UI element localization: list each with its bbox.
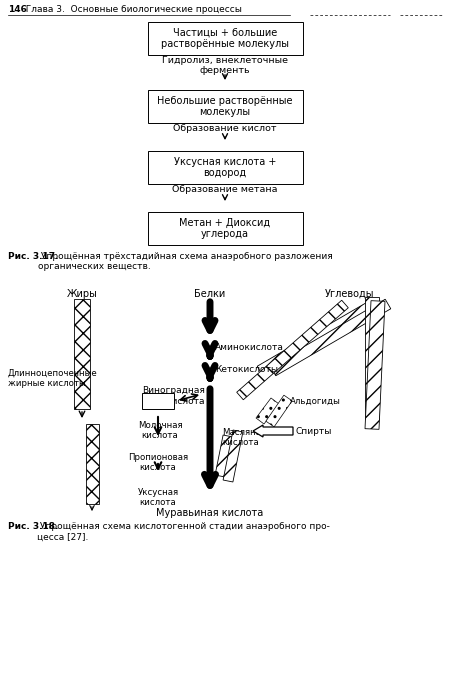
Text: Образование метана: Образование метана	[172, 185, 278, 194]
Bar	[148, 151, 302, 184]
Text: Метан + Диоксид
углерода: Метан + Диоксид углерода	[180, 218, 270, 239]
Bar	[142, 393, 174, 409]
Text: Уксусная
кислота: Уксусная кислота	[137, 488, 179, 507]
Text: Длинноцепочечные
жирные кислоты: Длинноцепочечные жирные кислоты	[8, 369, 98, 389]
Text: Жиры: Жиры	[67, 289, 98, 299]
Bar	[74, 299, 90, 409]
Polygon shape	[270, 299, 391, 376]
Text: Гидролиз, внеклеточные
ферменть: Гидролиз, внеклеточные ферменть	[162, 56, 288, 76]
Text: Глава 3.  Основные биологические процессы: Глава 3. Основные биологические процессы	[20, 5, 242, 14]
Polygon shape	[257, 299, 378, 376]
Polygon shape	[237, 300, 348, 400]
Bar	[148, 22, 302, 55]
Text: Кетокислоты: Кетокислоты	[215, 364, 278, 374]
Text: Рис. 3.17.: Рис. 3.17.	[8, 252, 58, 261]
Text: Пропионовая
кислота: Пропионовая кислота	[128, 453, 188, 473]
Text: Альдогиды: Альдогиды	[290, 396, 341, 406]
Text: Белки: Белки	[194, 289, 225, 299]
Text: Виноградная
кислота: Виноградная кислота	[142, 386, 205, 406]
Text: Масляная
кислота: Масляная кислота	[222, 428, 266, 447]
Bar	[148, 212, 302, 245]
Text: Небольшие растворённые
молекулы: Небольшие растворённые молекулы	[157, 95, 293, 117]
Bar	[148, 90, 302, 123]
Text: 146: 146	[8, 5, 27, 14]
Polygon shape	[215, 435, 233, 477]
Polygon shape	[365, 301, 385, 430]
Polygon shape	[266, 395, 292, 427]
Text: Муравьиная кислота: Муравьиная кислота	[157, 508, 264, 518]
Polygon shape	[223, 430, 243, 482]
Text: Молочная
кислота: Молочная кислота	[138, 421, 182, 441]
Text: Упрощённая схема кислотогенной стадии анаэробного про-
цесса [27].: Упрощённая схема кислотогенной стадии ан…	[37, 522, 330, 542]
Text: Углеводы: Углеводы	[325, 289, 375, 299]
Text: Образование кислот: Образование кислот	[173, 124, 277, 133]
Text: Упрощённая трёхстадийная схема анаэробного разложения
органических веществ.: Упрощённая трёхстадийная схема анаэробно…	[38, 252, 333, 271]
FancyArrow shape	[253, 425, 293, 437]
Text: Частицы + большие
растворённые молекулы: Частицы + большие растворённые молекулы	[161, 28, 289, 49]
Text: Аминокислота: Аминокислота	[215, 342, 284, 351]
Text: Уксусная кислота +
водород: Уксусная кислота + водород	[174, 157, 276, 178]
Text: Рис. 3.18.: Рис. 3.18.	[8, 522, 58, 531]
Bar	[86, 424, 99, 504]
Polygon shape	[256, 398, 279, 424]
Polygon shape	[365, 297, 379, 419]
Text: Спирты: Спирты	[295, 426, 331, 436]
